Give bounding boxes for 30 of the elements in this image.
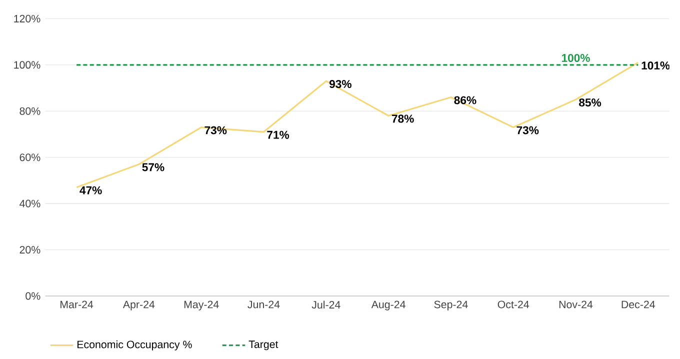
- y-tick-label: 0%: [26, 292, 40, 300]
- x-tick-label: Sep-24: [434, 300, 468, 311]
- legend-label: Economic Occupancy %: [78, 340, 192, 351]
- x-tick-label: Jul-24: [312, 300, 340, 309]
- legend-label: Target: [248, 340, 278, 350]
- y-tick-label: 40%: [20, 200, 40, 208]
- data-label: 71%: [267, 131, 290, 139]
- x-tick-label: Oct-24: [498, 300, 530, 308]
- y-tick-label: 80%: [20, 108, 40, 116]
- data-label: 100%: [562, 54, 590, 62]
- y-tick-label: 120%: [14, 15, 40, 23]
- data-label: 85%: [579, 98, 602, 107]
- x-tick-label: Mar-24: [60, 300, 94, 308]
- y-tick-label: 100%: [14, 61, 40, 69]
- data-label: 86%: [454, 96, 476, 104]
- data-label: 57%: [142, 163, 164, 172]
- data-label: 73%: [516, 126, 539, 134]
- y-tick-label: 60%: [20, 154, 40, 162]
- x-tick-label: May-24: [184, 300, 219, 311]
- data-label: 78%: [392, 114, 414, 123]
- data-label: 47%: [80, 186, 102, 194]
- data-label: 101%: [642, 62, 670, 70]
- data-label: 73%: [204, 126, 227, 134]
- x-tick-label: Apr-24: [122, 300, 155, 311]
- data-label: 93%: [329, 80, 352, 88]
- x-tick-label: Dec-24: [622, 300, 656, 308]
- x-tick-label: Jun-24: [248, 300, 280, 308]
- y-tick-label: 20%: [20, 246, 40, 254]
- x-tick-label: Nov-24: [559, 300, 593, 308]
- x-tick-label: Aug-24: [371, 300, 406, 311]
